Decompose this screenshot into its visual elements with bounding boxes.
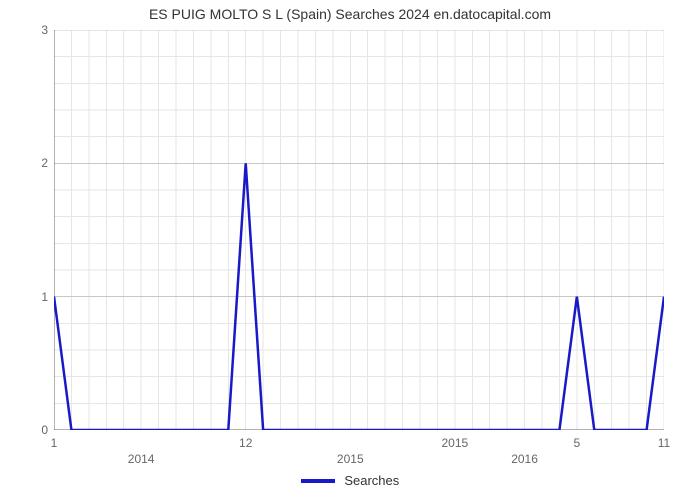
x-year-label: 2015 [320, 452, 380, 466]
y-tick-label: 3 [34, 23, 48, 37]
legend-label: Searches [344, 473, 399, 488]
y-tick-label: 1 [34, 290, 48, 304]
chart-title: ES PUIG MOLTO S L (Spain) Searches 2024 … [0, 6, 700, 22]
y-tick-label: 0 [34, 423, 48, 437]
grid-minor [54, 30, 664, 430]
axis-border [54, 30, 664, 430]
x-tick-label: 1 [24, 436, 84, 450]
searches-line-chart: ES PUIG MOLTO S L (Spain) Searches 2024 … [0, 0, 700, 500]
chart-plot-area [54, 30, 664, 430]
x-tick-label: 12 [216, 436, 276, 450]
x-tick-label: 11 [634, 436, 694, 450]
x-tick-label: 2015 [425, 436, 485, 450]
x-tick-label: 5 [547, 436, 607, 450]
y-tick-label: 2 [34, 156, 48, 170]
x-year-label: 2016 [495, 452, 555, 466]
x-year-label: 2014 [111, 452, 171, 466]
legend-swatch [301, 479, 335, 483]
grid-major [54, 30, 664, 430]
chart-legend: Searches [0, 472, 700, 488]
